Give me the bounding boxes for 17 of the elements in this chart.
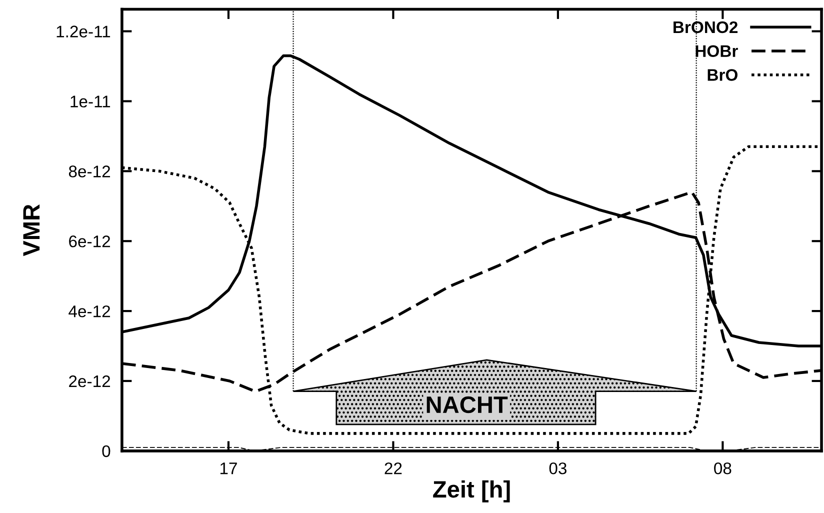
y-tick-label: 8e-12: [68, 166, 110, 178]
y-tick-label: 4e-12: [68, 305, 110, 318]
legend-label: BrONO2: [674, 21, 738, 34]
y-tick-label: 1.2e-11: [56, 26, 110, 38]
x-tick-label: 22: [384, 462, 402, 474]
y-tick-label: 2e-12: [69, 375, 110, 388]
x-tick-label: 08: [714, 462, 732, 474]
x-tick-label: 17: [220, 462, 237, 474]
annotation: NACHT: [426, 396, 508, 414]
y-axis-title: VMR: [23, 204, 40, 256]
legend-label: HOBr: [696, 45, 738, 58]
x-tick-label: 03: [549, 462, 566, 474]
y-tick-label: 1e-11: [70, 96, 110, 108]
y-tick-label: 0: [102, 445, 110, 458]
y-tick-label: 6e-12: [69, 236, 110, 248]
legend-label: BrO: [708, 69, 738, 81]
x-axis-title: Zeit [h]: [433, 480, 510, 502]
